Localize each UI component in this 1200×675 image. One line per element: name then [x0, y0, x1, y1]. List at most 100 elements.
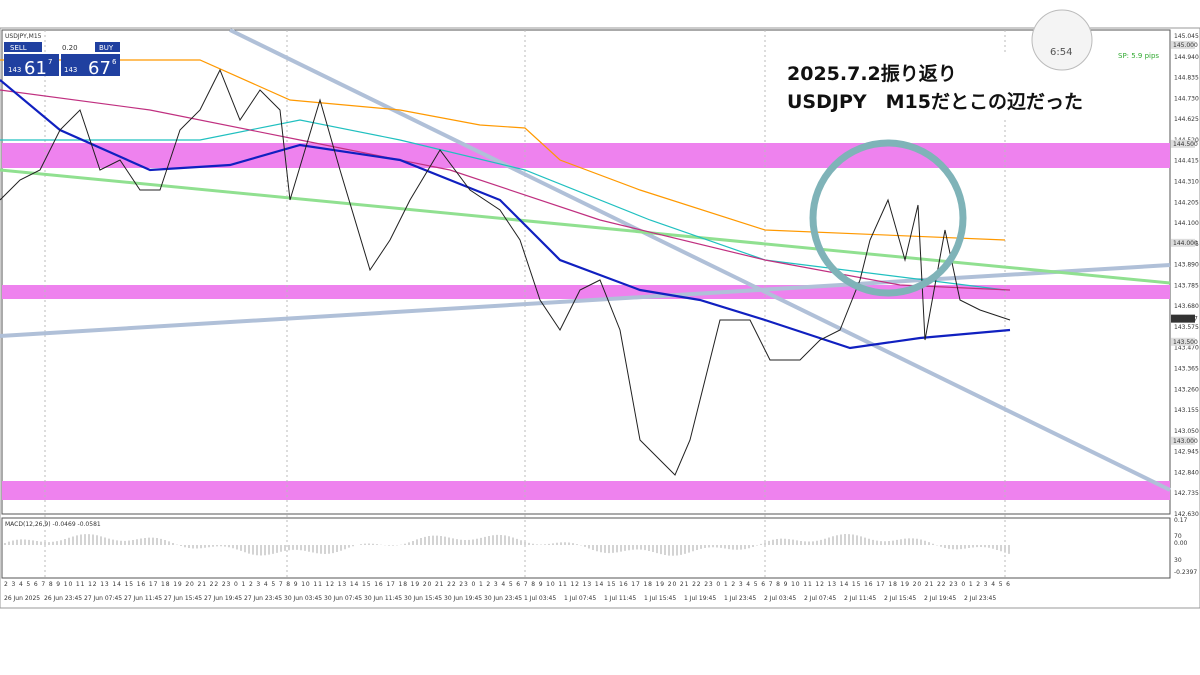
- annotation-bg: [780, 55, 1020, 120]
- date-label: 2 Jul 15:45: [884, 595, 916, 602]
- grid: [44, 30, 1006, 578]
- date-label: 2 Jul 03:45: [764, 595, 796, 602]
- price-label: 145.045: [1174, 33, 1199, 40]
- price-label: 144.625: [1174, 116, 1199, 123]
- price-badge-label: 144.500: [1173, 141, 1198, 148]
- date-label: 1 Jul 03:45: [524, 595, 556, 602]
- macd-axis-label: -0.2397: [1174, 569, 1197, 576]
- date-label: 27 Jun 19:45: [204, 595, 242, 602]
- level-line: [0, 59, 1006, 241]
- price-badge: [1171, 337, 1195, 346]
- sell-button[interactable]: [4, 42, 42, 52]
- clock-text: 6:54: [1050, 47, 1072, 58]
- date-label: 27 Jun 15:45: [164, 595, 202, 602]
- date-label: 2 Jul 19:45: [924, 595, 956, 602]
- zone: [2, 143, 1170, 168]
- price-badge-label: 144.000: [1173, 240, 1198, 247]
- price-badge: [1171, 40, 1195, 49]
- price-label: 143.680: [1174, 303, 1199, 310]
- axes: 145.045 144.940 144.835 144.730 144.625 144.5…: [4, 33, 1199, 602]
- price-line: [0, 68, 1011, 476]
- price-label: 142.735: [1174, 490, 1199, 497]
- macd-axis-label: 0.17: [1174, 517, 1188, 524]
- price-label: 143.155: [1174, 407, 1199, 414]
- price-label: 144.310: [1174, 178, 1199, 185]
- symbol: USDJPY,M15: [5, 33, 42, 40]
- price-big: 67: [88, 58, 111, 79]
- trend-line: [229, 28, 1171, 492]
- date-label: 2 Jul 11:45: [844, 595, 876, 602]
- price-label: 143.785: [1174, 282, 1199, 289]
- price-label: 142.945: [1174, 449, 1199, 456]
- macd-label: MACD(12,26,9) -0.0469 -0.0581: [5, 521, 101, 528]
- zone: [2, 481, 1170, 500]
- price-badge: [1171, 238, 1195, 247]
- buy-price-box[interactable]: [61, 54, 120, 76]
- trend-line: [0, 168, 1171, 285]
- date-label: 2 Jul 23:45: [964, 595, 996, 602]
- price-label: 143.470: [1174, 345, 1199, 352]
- date-label: 27 Jun 23:45: [244, 595, 282, 602]
- date-label: 30 Jun 03:45: [284, 595, 322, 602]
- date-label: 27 Jun 07:45: [84, 595, 122, 602]
- price-badge-label: 143.500: [1173, 339, 1198, 346]
- date-label: 2 Jul 07:45: [804, 595, 836, 602]
- macd-axis-label: 30: [1174, 557, 1182, 564]
- date-label: 26 Jun 2025: [4, 595, 40, 602]
- price-badge-label: 145.000: [1173, 42, 1198, 49]
- price-label: 142.630: [1174, 511, 1199, 518]
- highlight-circle: [809, 139, 967, 297]
- date-label: 26 Jun 23:45: [44, 595, 82, 602]
- price-badge: [1171, 436, 1195, 445]
- price-label: 144.730: [1174, 95, 1199, 102]
- price-label: 144.100: [1174, 220, 1199, 227]
- trend-line: [0, 263, 1171, 338]
- date-label: 1 Jul 19:45: [684, 595, 716, 602]
- macd-axis-label: 70: [1174, 533, 1182, 540]
- price-label: 144.835: [1174, 75, 1199, 82]
- date-label: 1 Jul 07:45: [564, 595, 596, 602]
- date-label: 1 Jul 15:45: [644, 595, 676, 602]
- price-badge: [1171, 314, 1195, 323]
- macd-pane: [1, 517, 1171, 579]
- price-big: 143: [8, 66, 21, 74]
- price-badge-label: 143.000: [1173, 438, 1198, 445]
- price-big: 7: [48, 58, 52, 66]
- date-label: 30 Jun 07:45: [324, 595, 362, 602]
- sell-price-box[interactable]: [4, 54, 59, 76]
- annotation: USDJPY M15だとこの辺だった: [787, 91, 1083, 113]
- hour-labels: 2 3 4 5 6 7 8 9 10 11 12 13 14 15 16 17 …: [4, 581, 1010, 588]
- clock: [1031, 9, 1093, 71]
- price-label: 144.940: [1174, 54, 1199, 61]
- ma-line: [0, 119, 1006, 291]
- date-label: 30 Jun 19:45: [444, 595, 482, 602]
- date-label: 27 Jun 11:45: [124, 595, 162, 602]
- price-label: 144.415: [1174, 158, 1199, 165]
- price-label: 143.260: [1174, 386, 1199, 393]
- price-big: 61: [24, 58, 47, 79]
- price-big: 143: [64, 66, 77, 74]
- ma-line: [0, 89, 1011, 291]
- price-big: 6: [112, 58, 117, 66]
- date-label: 1 Jul 11:45: [604, 595, 636, 602]
- price-label: 143.050: [1174, 428, 1199, 435]
- date-label: 30 Jun 23:45: [484, 595, 522, 602]
- date-label: 30 Jun 15:45: [404, 595, 442, 602]
- date-label: 1 Jul 23:45: [724, 595, 756, 602]
- buy-button[interactable]: [95, 42, 120, 52]
- price-label: 143.890: [1174, 262, 1199, 269]
- price-badge-label: 143.617: [1173, 316, 1198, 323]
- date-label: 30 Jun 11:45: [364, 595, 402, 602]
- ma-line: [0, 79, 1011, 350]
- price-label: 143.365: [1174, 366, 1199, 373]
- lot[interactable]: 0.20: [62, 44, 78, 52]
- annotation: 2025.7.2振り返り: [787, 62, 957, 85]
- price-label: 142.840: [1174, 469, 1199, 476]
- price-label: 144.205: [1174, 199, 1199, 206]
- sell-label[interactable]: SELL: [10, 44, 27, 52]
- spread: SP: 5.9 pips: [1118, 52, 1159, 60]
- macd-axis-label: 0.00: [1174, 540, 1188, 547]
- buy-label[interactable]: BUY: [99, 44, 114, 52]
